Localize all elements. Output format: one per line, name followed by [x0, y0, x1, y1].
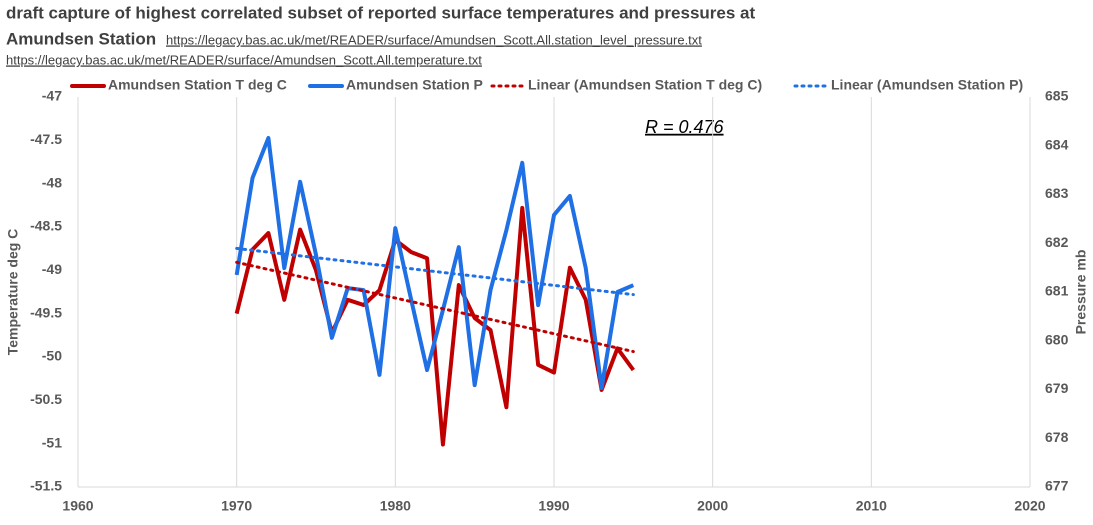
y2-tick-label: 685	[1045, 88, 1069, 104]
y2-tick-label: 677	[1045, 478, 1069, 494]
annotation: R = 0.476	[645, 117, 725, 137]
y-tick-label: -51.5	[30, 478, 62, 494]
legend-label: Amundsen Station T deg C	[108, 77, 287, 93]
source-link[interactable]: https://legacy.bas.ac.uk/met/READER/surf…	[166, 32, 702, 47]
source-link[interactable]: https://legacy.bas.ac.uk/met/READER/surf…	[6, 52, 482, 67]
y2-axis-label: Pressure mb	[1073, 250, 1089, 335]
title-line: Amundsen Station	[6, 29, 156, 48]
y-tick-label: -50	[42, 348, 62, 364]
x-tick-label: 1980	[380, 498, 411, 514]
y-axis-label: Temperature deg C	[5, 229, 21, 356]
y2-tick-label: 684	[1045, 136, 1069, 152]
y-tick-label: -49.5	[30, 304, 62, 320]
x-tick-label: 1960	[62, 498, 93, 514]
series-line	[234, 135, 635, 391]
y-tick-label: -48.5	[30, 218, 62, 234]
series-line	[234, 205, 635, 447]
x-tick-label: 2010	[856, 498, 887, 514]
legend-label: Linear (Amundsen Station T deg C)	[528, 77, 762, 93]
x-tick-label: 1970	[221, 498, 252, 514]
legend-label: Linear (Amundsen Station P)	[831, 77, 1023, 93]
y2-tick-label: 680	[1045, 331, 1069, 347]
x-tick-label: 1990	[538, 498, 569, 514]
y2-tick-label: 678	[1045, 429, 1069, 445]
y-tick-label: -47	[42, 88, 62, 104]
x-tick-label: 2000	[697, 498, 728, 514]
y2-tick-label: 681	[1045, 283, 1069, 299]
y-tick-label: -49	[42, 261, 62, 277]
title-line: draft capture of highest correlated subs…	[6, 3, 755, 22]
y-tick-label: -51	[42, 434, 62, 450]
x-tick-label: 2020	[1014, 498, 1045, 514]
y-tick-label: -48	[42, 174, 62, 190]
y2-tick-label: 679	[1045, 380, 1069, 396]
y-tick-label: -50.5	[30, 391, 62, 407]
y2-tick-label: 682	[1045, 234, 1069, 250]
trend-line	[235, 260, 635, 354]
legend-label: Amundsen Station P	[346, 77, 483, 93]
y-tick-label: -47.5	[30, 131, 62, 147]
y2-tick-label: 683	[1045, 185, 1069, 201]
